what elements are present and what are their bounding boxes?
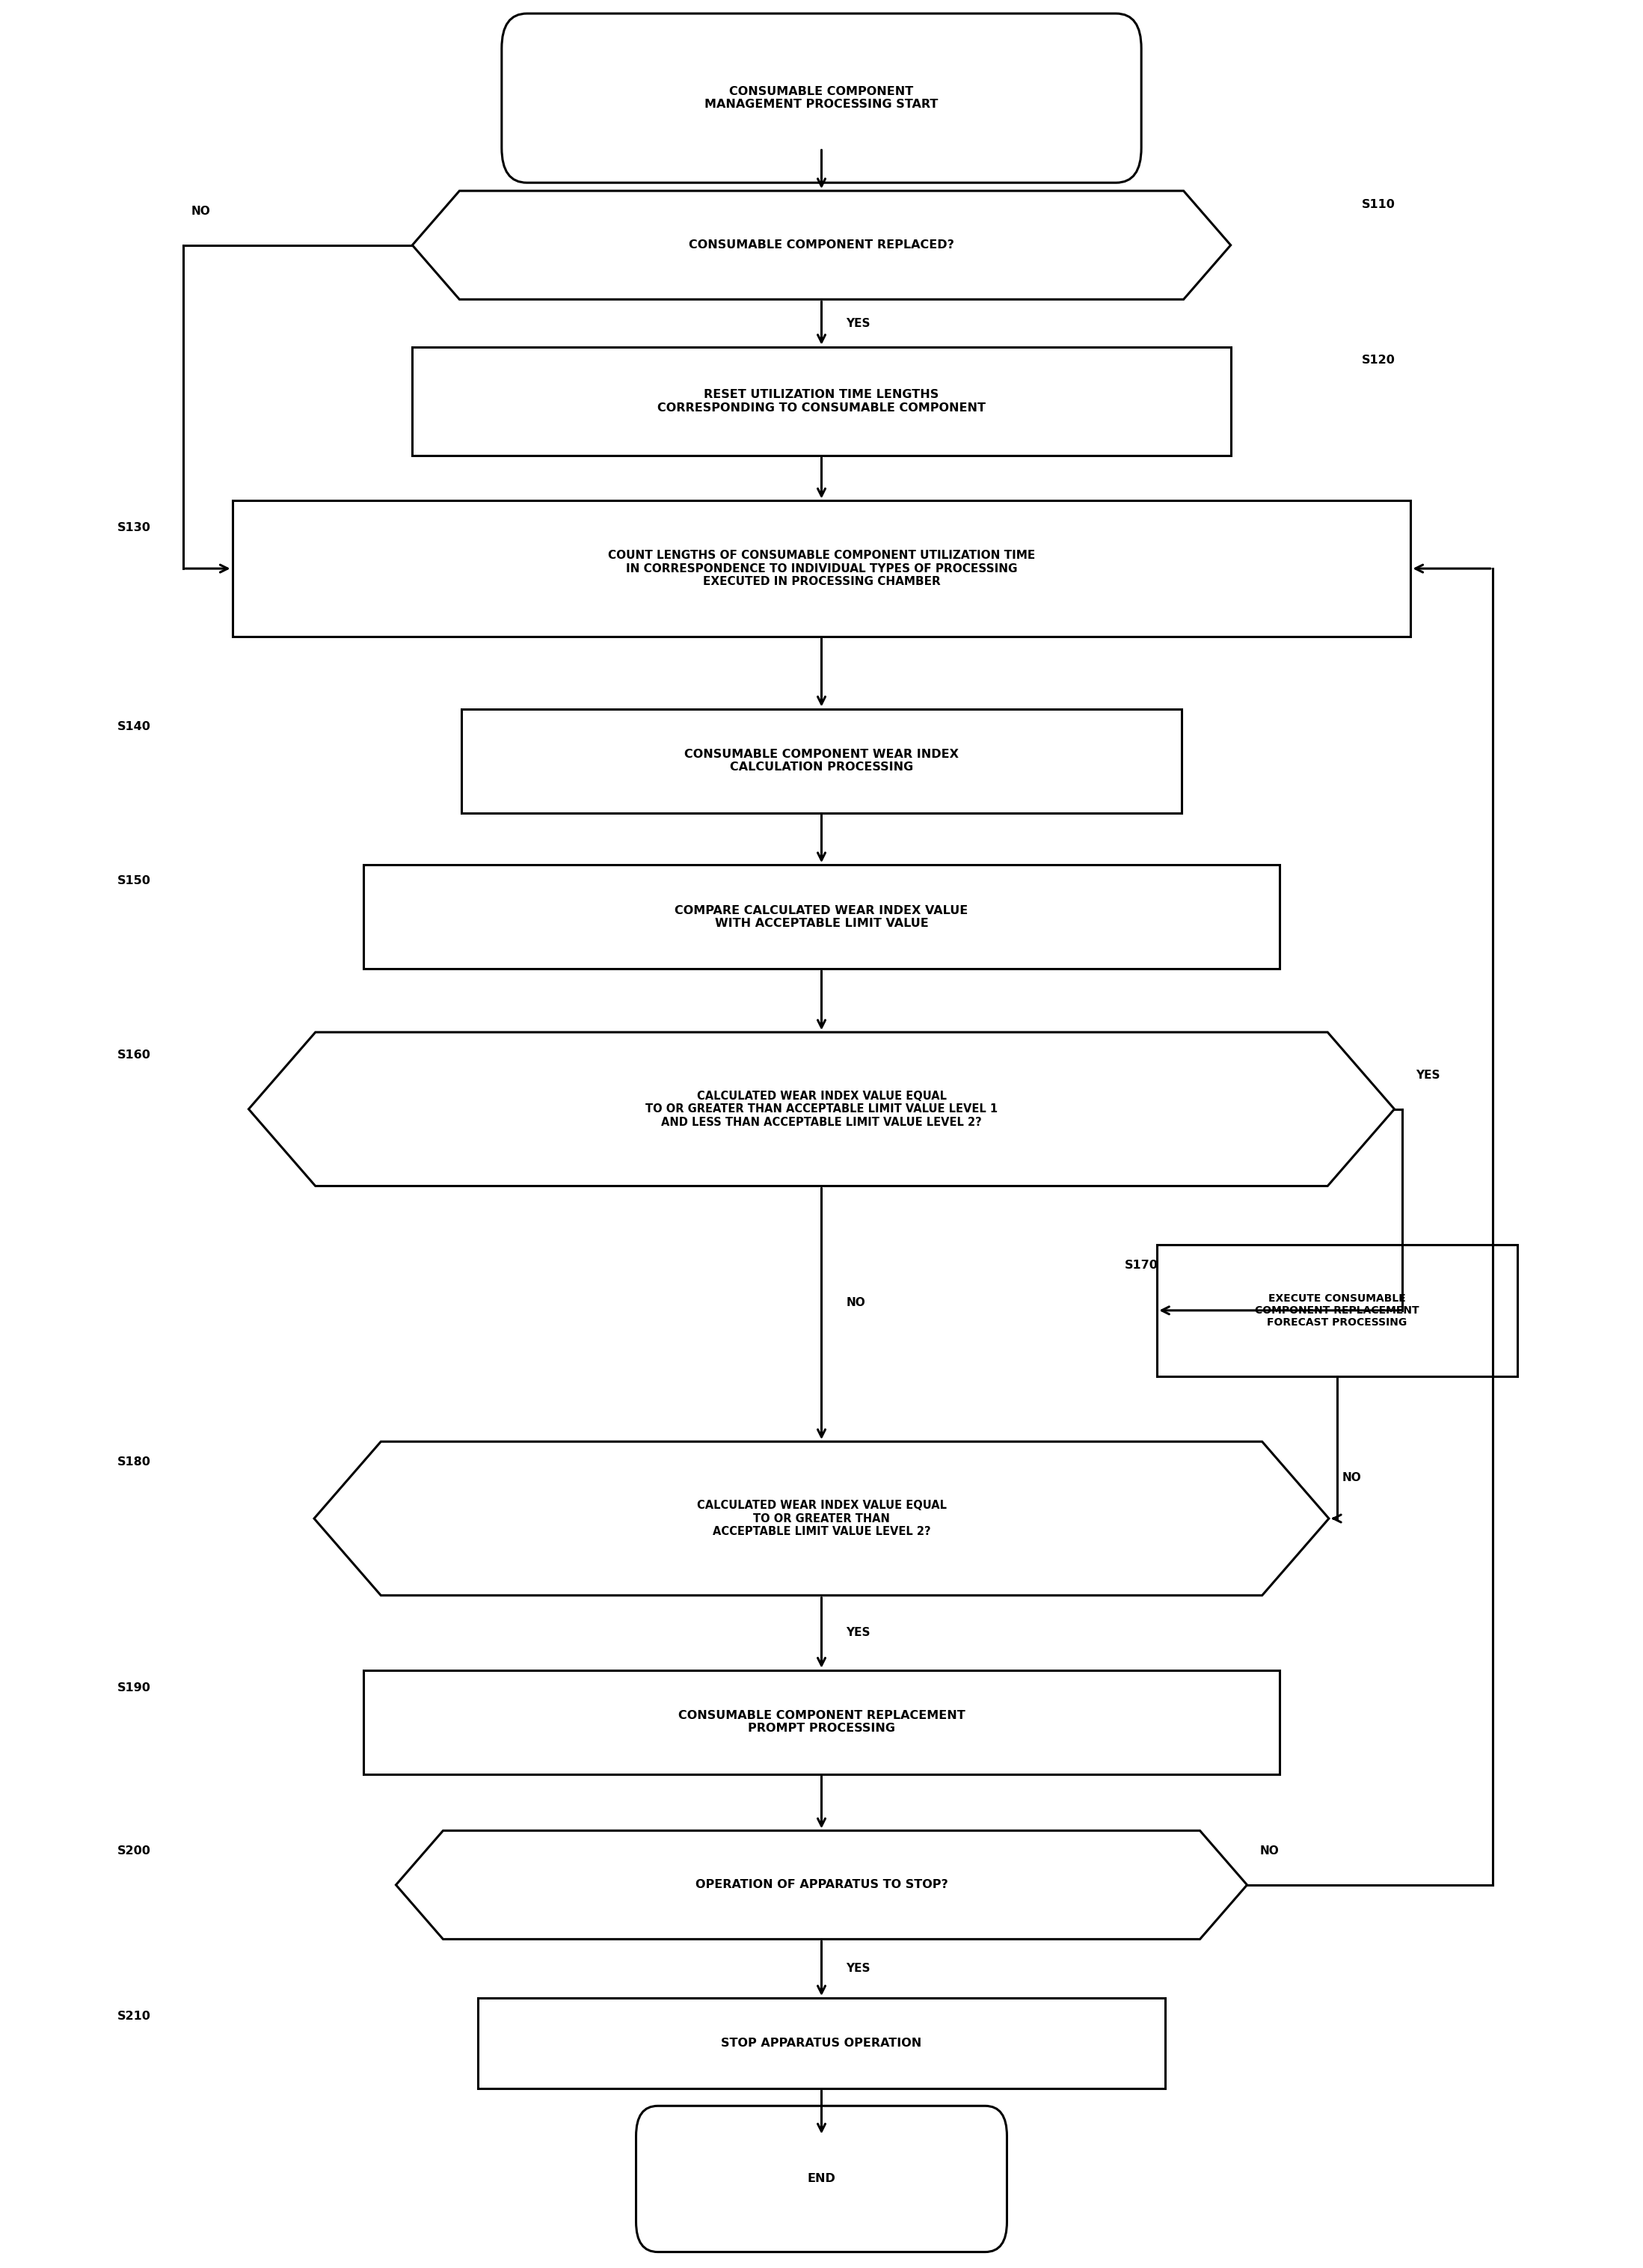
Text: CONSUMABLE COMPONENT WEAR INDEX
CALCULATION PROCESSING: CONSUMABLE COMPONENT WEAR INDEX CALCULAT… (683, 748, 960, 773)
Text: COUNT LENGTHS OF CONSUMABLE COMPONENT UTILIZATION TIME
IN CORRESPONDENCE TO INDI: COUNT LENGTHS OF CONSUMABLE COMPONENT UT… (608, 549, 1035, 587)
Text: STOP APPARATUS OPERATION: STOP APPARATUS OPERATION (721, 2037, 922, 2048)
Text: S150: S150 (118, 875, 151, 887)
Bar (412, 347, 1231, 456)
Text: S110: S110 (1362, 200, 1395, 211)
Text: CONSUMABLE COMPONENT
MANAGEMENT PROCESSING START: CONSUMABLE COMPONENT MANAGEMENT PROCESSI… (705, 86, 938, 111)
Bar (363, 864, 1280, 968)
Bar (1157, 1245, 1516, 1377)
Text: S170: S170 (1124, 1259, 1158, 1270)
Text: S200: S200 (118, 1846, 151, 1857)
Text: RESET UTILIZATION TIME LENGTHS
CORRESPONDING TO CONSUMABLE COMPONENT: RESET UTILIZATION TIME LENGTHS CORRESPON… (657, 390, 986, 413)
Text: NO: NO (1260, 1846, 1280, 1857)
Text: YES: YES (846, 1626, 871, 1637)
Text: S190: S190 (118, 1683, 151, 1694)
Text: OPERATION OF APPARATUS TO STOP?: OPERATION OF APPARATUS TO STOP? (695, 1880, 948, 1892)
Bar (232, 501, 1411, 637)
Polygon shape (396, 1830, 1247, 1939)
Text: NO: NO (191, 206, 210, 218)
Text: NO: NO (846, 1297, 866, 1309)
FancyBboxPatch shape (636, 2107, 1007, 2252)
Text: S120: S120 (1362, 354, 1395, 365)
Text: S180: S180 (118, 1456, 151, 1467)
Text: CALCULATED WEAR INDEX VALUE EQUAL
TO OR GREATER THAN ACCEPTABLE LIMIT VALUE LEVE: CALCULATED WEAR INDEX VALUE EQUAL TO OR … (646, 1091, 997, 1127)
Text: S210: S210 (118, 2009, 151, 2021)
Text: S160: S160 (118, 1050, 151, 1061)
Text: YES: YES (846, 318, 871, 329)
Text: S140: S140 (118, 721, 151, 733)
Text: YES: YES (846, 1964, 871, 1973)
Text: CONSUMABLE COMPONENT REPLACED?: CONSUMABLE COMPONENT REPLACED? (688, 240, 955, 252)
Text: S130: S130 (118, 522, 151, 533)
Polygon shape (248, 1032, 1395, 1186)
Text: YES: YES (1416, 1070, 1439, 1082)
FancyBboxPatch shape (501, 14, 1142, 184)
Text: NO: NO (1342, 1472, 1362, 1483)
Bar (462, 710, 1181, 812)
Text: END: END (807, 2173, 836, 2184)
Text: COMPARE CALCULATED WEAR INDEX VALUE
WITH ACCEPTABLE LIMIT VALUE: COMPARE CALCULATED WEAR INDEX VALUE WITH… (675, 905, 968, 930)
Polygon shape (412, 191, 1231, 299)
Text: CONSUMABLE COMPONENT REPLACEMENT
PROMPT PROCESSING: CONSUMABLE COMPONENT REPLACEMENT PROMPT … (679, 1710, 964, 1735)
Bar (478, 1998, 1165, 2089)
Text: CALCULATED WEAR INDEX VALUE EQUAL
TO OR GREATER THAN
ACCEPTABLE LIMIT VALUE LEVE: CALCULATED WEAR INDEX VALUE EQUAL TO OR … (697, 1499, 946, 1538)
Polygon shape (314, 1442, 1329, 1594)
Bar (363, 1669, 1280, 1774)
Text: EXECUTE CONSUMABLE
COMPONENT REPLACEMENT
FORECAST PROCESSING: EXECUTE CONSUMABLE COMPONENT REPLACEMENT… (1255, 1293, 1420, 1327)
